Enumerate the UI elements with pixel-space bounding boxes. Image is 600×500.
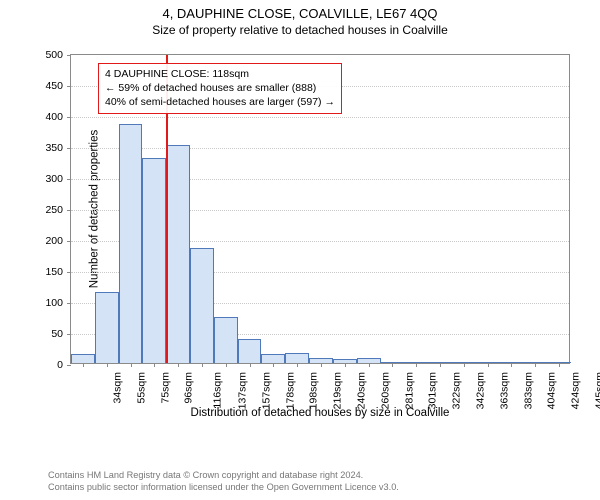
x-tick-label: 198sqm bbox=[308, 372, 320, 409]
x-tick-label: 34sqm bbox=[111, 372, 123, 404]
histogram-bar bbox=[214, 317, 238, 363]
x-tick-label: 342sqm bbox=[474, 372, 486, 409]
y-tick-label: 50 bbox=[23, 328, 63, 340]
x-tick-label: 96sqm bbox=[183, 372, 195, 404]
callout-line: 40% of semi-detached houses are larger (… bbox=[105, 95, 335, 109]
y-tick-label: 250 bbox=[23, 204, 63, 216]
x-tick-label: 260sqm bbox=[379, 372, 391, 409]
callout-line: 4 DAUPHINE CLOSE: 118sqm bbox=[105, 67, 335, 81]
x-tick-label: 219sqm bbox=[332, 372, 344, 409]
y-tick-label: 500 bbox=[23, 49, 63, 61]
x-tick-label: 424sqm bbox=[570, 372, 582, 409]
plot-area: Distribution of detached houses by size … bbox=[70, 54, 570, 364]
y-tick-label: 150 bbox=[23, 266, 63, 278]
footer-attribution: Contains HM Land Registry data © Crown c… bbox=[48, 470, 399, 494]
y-tick-label: 350 bbox=[23, 142, 63, 154]
x-tick-label: 301sqm bbox=[427, 372, 439, 409]
x-tick-label: 157sqm bbox=[260, 372, 272, 409]
y-tick-label: 450 bbox=[23, 80, 63, 92]
footer-line-2: Contains public sector information licen… bbox=[48, 482, 399, 494]
footer-line-1: Contains HM Land Registry data © Crown c… bbox=[48, 470, 399, 482]
page-subtitle: Size of property relative to detached ho… bbox=[0, 21, 600, 37]
histogram-bar bbox=[166, 145, 190, 363]
x-tick-label: 75sqm bbox=[159, 372, 171, 404]
callout-line: ← 59% of detached houses are smaller (88… bbox=[105, 81, 335, 95]
x-tick-label: 445sqm bbox=[593, 372, 600, 409]
y-tick-label: 300 bbox=[23, 173, 63, 185]
histogram-bar bbox=[95, 292, 119, 363]
histogram-bar bbox=[190, 248, 214, 363]
histogram-bar bbox=[71, 354, 95, 363]
x-tick-label: 281sqm bbox=[403, 372, 415, 409]
y-tick-label: 400 bbox=[23, 111, 63, 123]
x-axis-label: Distribution of detached houses by size … bbox=[71, 407, 569, 419]
x-tick-label: 55sqm bbox=[135, 372, 147, 404]
histogram-bar bbox=[285, 353, 309, 363]
x-tick-label: 116sqm bbox=[212, 372, 224, 409]
x-tick-label: 240sqm bbox=[355, 372, 367, 409]
histogram-bar bbox=[261, 354, 285, 363]
x-tick-label: 178sqm bbox=[284, 372, 296, 409]
x-tick-label: 322sqm bbox=[451, 372, 463, 409]
y-tick-label: 0 bbox=[23, 359, 63, 371]
y-tick-label: 100 bbox=[23, 297, 63, 309]
chart-container: Number of detached properties Distributi… bbox=[50, 48, 580, 418]
histogram-bar bbox=[142, 158, 166, 363]
page-title: 4, DAUPHINE CLOSE, COALVILLE, LE67 4QQ bbox=[0, 0, 600, 21]
y-tick-label: 200 bbox=[23, 235, 63, 247]
x-tick-label: 383sqm bbox=[522, 372, 534, 409]
x-tick-label: 404sqm bbox=[546, 372, 558, 409]
histogram-bar bbox=[119, 124, 143, 363]
x-tick-label: 363sqm bbox=[498, 372, 510, 409]
x-tick-label: 137sqm bbox=[236, 372, 248, 409]
callout-box: 4 DAUPHINE CLOSE: 118sqm← 59% of detache… bbox=[98, 63, 342, 114]
histogram-bar bbox=[238, 339, 262, 363]
